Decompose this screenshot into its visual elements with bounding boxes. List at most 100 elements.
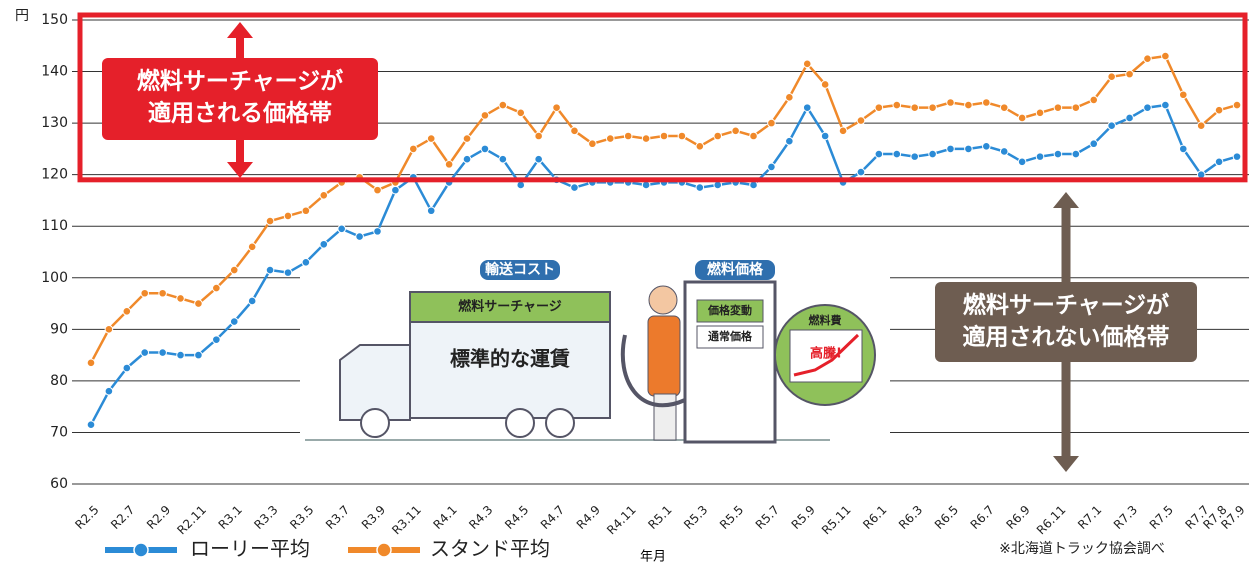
point: [391, 185, 400, 195]
point: [802, 103, 812, 112]
point: [982, 142, 991, 151]
point: [874, 103, 884, 112]
point: [158, 288, 167, 298]
pump-panel1: [696, 299, 764, 323]
point: [767, 118, 776, 128]
illustration-label: 通常価格: [708, 329, 753, 343]
x-tick-label: R5.9: [789, 503, 818, 532]
point: [928, 149, 937, 159]
wheel: [360, 408, 390, 438]
point: [176, 350, 185, 360]
point: [659, 131, 669, 141]
point: [480, 144, 490, 154]
x-tick-label: R2.11: [174, 503, 209, 538]
person-body: [647, 315, 681, 397]
point: [623, 131, 633, 141]
x-tick-label: R6.5: [932, 503, 961, 532]
point: [570, 183, 579, 192]
point: [802, 59, 812, 69]
x-tick-label: R4.7: [538, 503, 567, 532]
point: [1071, 103, 1081, 112]
annotation-box: [102, 58, 378, 140]
point: [552, 103, 561, 112]
point: [570, 126, 579, 136]
point: [1232, 100, 1242, 110]
annotation-text: 燃料サーチャージが: [137, 68, 343, 95]
arrow-head: [227, 162, 253, 178]
point: [1214, 157, 1224, 167]
point: [1143, 54, 1152, 63]
point: [1089, 95, 1099, 105]
x-tick-label: R2.7: [108, 503, 137, 532]
point: [247, 296, 257, 306]
point: [104, 386, 114, 396]
x-tick-label: R6.1: [860, 503, 889, 532]
highlight-box: [77, 12, 1248, 183]
source: ※北海道トラック協会調べ: [999, 541, 1165, 557]
point: [1161, 51, 1170, 61]
point: [1053, 103, 1063, 112]
point: [838, 126, 848, 136]
point: [1107, 72, 1116, 82]
label-bg: [695, 260, 775, 280]
x-tick-label: R5.11: [819, 503, 854, 538]
truck-body: [409, 317, 611, 419]
point: [212, 335, 221, 344]
point: [104, 325, 114, 334]
point: [749, 131, 758, 141]
annotation-text: 適用される価格帯: [148, 100, 332, 127]
point: [122, 306, 132, 316]
illustration-label: 価格変動: [707, 303, 752, 317]
arrow-head: [1053, 456, 1079, 472]
person-legs: [653, 393, 677, 441]
y-tick-label: 80: [50, 373, 68, 389]
point: [964, 100, 973, 110]
point: [785, 93, 794, 102]
point: [910, 103, 919, 112]
x-tick-label: R3.3: [251, 503, 280, 532]
y-tick-label: 140: [41, 64, 68, 80]
y-tick-label: 110: [41, 218, 68, 234]
x-tick-label: R6.3: [896, 503, 925, 532]
point: [319, 190, 329, 200]
point: [1178, 90, 1188, 100]
point: [1125, 113, 1134, 123]
point: [946, 144, 955, 154]
point: [820, 131, 830, 141]
y-unit: 円: [15, 8, 29, 24]
point: [999, 147, 1009, 156]
x-tick-label: R5.5: [717, 503, 746, 532]
point: [695, 142, 705, 151]
point: [283, 268, 293, 277]
illustration-label: 燃料サーチャージ: [458, 299, 562, 315]
illustration-label: 燃料費: [808, 313, 842, 327]
point: [892, 100, 902, 110]
point: [212, 283, 221, 293]
legend-marker: [133, 542, 149, 558]
point: [928, 103, 937, 112]
point: [373, 227, 382, 236]
point: [1017, 113, 1027, 123]
x-tick-label: R3.1: [216, 503, 245, 532]
arrow-head: [227, 22, 253, 38]
point: [1196, 121, 1206, 130]
wheel: [545, 408, 575, 438]
truck-cab: [339, 344, 411, 421]
point: [319, 239, 329, 249]
point: [158, 348, 167, 357]
pump-panel2: [696, 325, 764, 349]
point: [498, 154, 508, 164]
point: [283, 211, 293, 221]
x-tick-label: R2.5: [72, 503, 101, 532]
x-tick-label: R7.3: [1111, 503, 1140, 532]
x-tick-label: R3.5: [287, 503, 316, 532]
annotation-text: 適用されない価格帯: [963, 324, 1170, 351]
point: [301, 258, 311, 267]
legend-marker: [376, 542, 392, 558]
point: [122, 363, 132, 373]
point: [444, 160, 454, 169]
point: [1035, 108, 1045, 118]
point: [229, 265, 239, 275]
y-tick-label: 60: [50, 476, 68, 492]
